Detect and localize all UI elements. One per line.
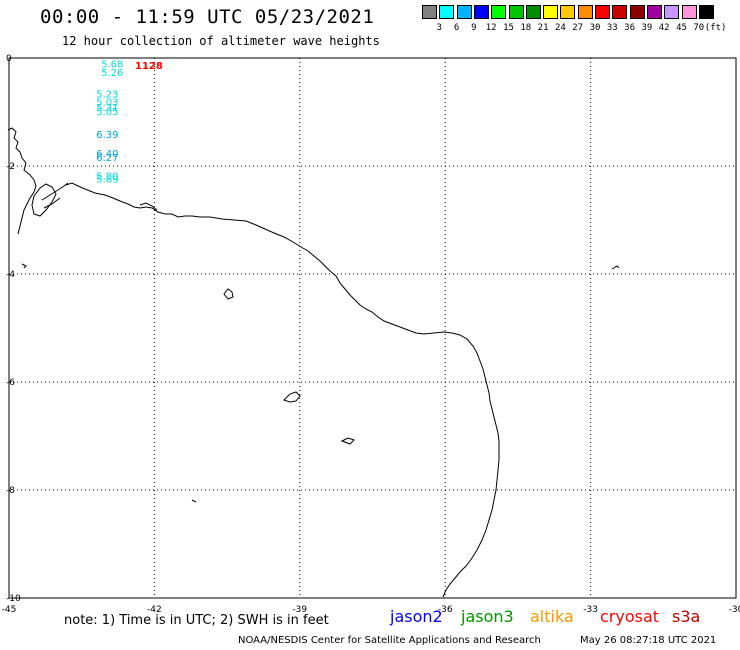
legend-swatch bbox=[629, 5, 645, 19]
legend-swatch bbox=[595, 5, 610, 19]
estuary-inlet bbox=[41, 182, 69, 209]
satellite-label-jason3: jason3 bbox=[461, 607, 514, 626]
legend-swatch bbox=[698, 5, 714, 19]
legend-swatch bbox=[456, 5, 472, 19]
wave-height-value: 5.69 bbox=[96, 175, 118, 186]
wave-height-value: 5.80 bbox=[96, 171, 118, 182]
satellite-label-cryosat: cryosat bbox=[600, 607, 660, 626]
island-fernando-de-noronha bbox=[283, 391, 301, 403]
satellite-label-altika: altika bbox=[530, 607, 574, 626]
legend-label: 9 bbox=[471, 23, 477, 33]
wave-height-value: 1128 bbox=[135, 61, 163, 72]
latitude-tick-label: -2 bbox=[6, 162, 15, 172]
wave-height-value: 5.31 bbox=[96, 103, 118, 114]
legend-label: 39 bbox=[641, 23, 653, 33]
map-title: 00:00 - 11:59 UTC 05/23/2021 bbox=[40, 6, 375, 28]
legend-label: 3 bbox=[436, 23, 442, 33]
longitude-tick-label: -33 bbox=[583, 605, 598, 615]
wave-height-value: 5.23 bbox=[96, 89, 118, 100]
longitude-tick-label: -36 bbox=[438, 605, 453, 615]
wave-height-value: 5.26 bbox=[101, 68, 123, 79]
map-frame bbox=[8, 57, 737, 599]
legend-label: 27 bbox=[572, 23, 584, 33]
longitude-tick-label: -42 bbox=[147, 605, 162, 615]
legend-swatch bbox=[525, 5, 541, 19]
latitude-tick-label: -6 bbox=[6, 378, 15, 388]
legend-swatch bbox=[646, 5, 662, 19]
satellite-label-jason2: jason2 bbox=[390, 607, 443, 626]
satellite-label-s3a: s3a bbox=[672, 607, 701, 626]
islet-southwest bbox=[191, 499, 197, 503]
wave-height-observations: 5.685.26 1128 5.235.035.315.05 6.39 6.406.27… bbox=[96, 60, 163, 186]
latitude-tick-label: -4 bbox=[6, 270, 15, 280]
coastline-main bbox=[65, 182, 500, 598]
latitude-tick-label: -8 bbox=[6, 486, 15, 496]
map-subtitle: 12 hour collection of altimeter wave hei… bbox=[62, 34, 380, 48]
legend-swatch bbox=[560, 5, 576, 19]
longitude-tick-label: -39 bbox=[292, 605, 307, 615]
legend-swatch bbox=[473, 5, 489, 19]
legend-swatch bbox=[543, 5, 559, 19]
legend-swatch bbox=[508, 5, 524, 19]
wave-height-value: 6.40 bbox=[96, 149, 118, 160]
legend-label: 30 bbox=[589, 23, 601, 33]
coastline-west bbox=[7, 127, 37, 235]
legend-swatch bbox=[664, 5, 680, 19]
islands bbox=[191, 265, 620, 503]
wave-height-value: 6.39 bbox=[96, 130, 118, 141]
wave-height-value: 6.27 bbox=[96, 153, 118, 164]
legend-label: 70 bbox=[693, 23, 705, 33]
coastline-south-america bbox=[7, 127, 500, 598]
legend-label: 12 bbox=[485, 23, 497, 33]
legend-label: 6 bbox=[453, 23, 460, 33]
longitude-tick-label: -30 bbox=[729, 605, 740, 615]
legend-swatch bbox=[439, 5, 455, 19]
legend-swatch bbox=[681, 5, 697, 19]
legend-label: 18 bbox=[520, 23, 532, 33]
island-rocas-atoll bbox=[223, 288, 234, 300]
west-speck bbox=[21, 263, 27, 269]
marajo-island bbox=[31, 183, 57, 217]
legend-label: 42 bbox=[658, 23, 670, 33]
legend-label: 45 bbox=[676, 23, 687, 33]
legend-swatch bbox=[491, 5, 507, 19]
wave-height-value: 5.03 bbox=[96, 98, 118, 109]
latitude-tick-label: 0 bbox=[6, 54, 12, 64]
legend-label: 36 bbox=[624, 23, 636, 33]
legend-label: 24 bbox=[554, 23, 566, 33]
islet-east bbox=[611, 265, 620, 270]
longitude-tick-label: -45 bbox=[2, 605, 17, 615]
axis-tick-labels: -45 -42 -39 -36 -33 -30 0 -2 -4 -6 -8 -10 bbox=[2, 54, 740, 615]
legend-swatch bbox=[422, 5, 437, 19]
coast-inlet-2 bbox=[139, 202, 158, 211]
credit-text: NOAA/NESDIS Center for Satellite Applica… bbox=[238, 635, 541, 646]
wave-height-value: 5.05 bbox=[96, 107, 118, 118]
generated-timestamp: May 26 08:27:18 UTC 2021 bbox=[580, 635, 717, 646]
legend-label: 33 bbox=[606, 23, 618, 33]
note-text: note: 1) Time is in UTC; 2) SWH is in fe… bbox=[64, 613, 329, 628]
legend-swatch bbox=[612, 5, 628, 19]
legend-label: 15 bbox=[503, 23, 514, 33]
latitude-tick-label: -10 bbox=[6, 594, 21, 604]
wave-height-value: 5.68 bbox=[101, 60, 123, 71]
legend-swatch bbox=[577, 5, 593, 19]
island-small-shoal bbox=[340, 437, 355, 445]
legend-unit: (ft) bbox=[704, 23, 727, 33]
legend-label: 21 bbox=[537, 23, 549, 33]
